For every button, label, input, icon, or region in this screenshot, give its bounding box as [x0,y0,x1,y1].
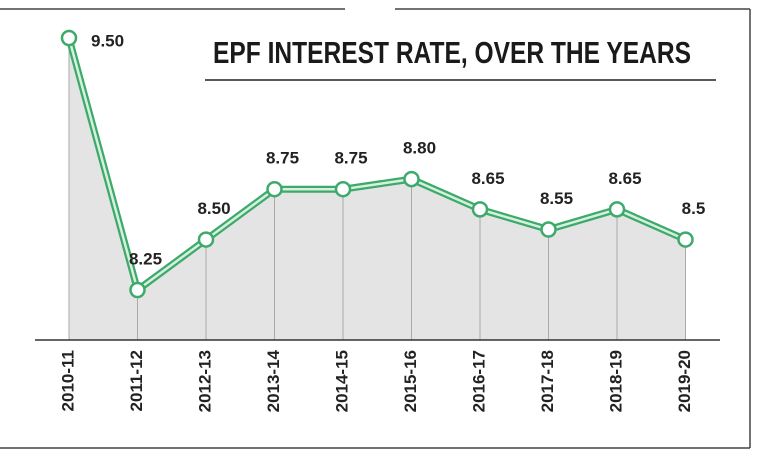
point [266,180,283,198]
point [334,180,352,198]
data-label: 8.25 [129,249,162,268]
x-tick-label: 2016-17 [469,350,488,412]
point [540,221,557,238]
data-label: 8.50 [197,199,230,218]
point [403,170,420,188]
x-tick-label: 2018-19 [606,350,625,412]
data-label: 8.65 [608,169,641,188]
x-tick-label: 2015-16 [401,350,420,412]
point [677,231,694,248]
data-label: 9.50 [91,31,124,50]
point [471,201,489,218]
point [608,201,626,218]
x-tick-label: 2019-20 [675,350,694,412]
frame [0,8,751,449]
x-tick-label: 2011-12 [127,350,146,411]
area [69,38,686,340]
x-tick-label: 2013-14 [264,349,283,412]
data-label: 8.65 [471,169,504,188]
data-label: 8.5 [682,199,706,218]
data-label: 8.75 [334,149,367,168]
point [129,281,146,299]
data-label: 8.80 [403,139,436,158]
data-label: 8.55 [540,189,573,208]
point [197,231,215,248]
line-inner [67,37,687,292]
x-tick-label: 2014-15 [332,350,351,412]
x-tick-label: 2017-18 [538,350,557,412]
x-tick-label: 2012-13 [195,350,214,412]
point [60,29,78,47]
data-label: 8.75 [266,149,299,168]
chart-title: EPF INTEREST RATE, OVER THE YEARS [213,35,691,70]
x-tick-label: 2010-11 [58,350,77,411]
